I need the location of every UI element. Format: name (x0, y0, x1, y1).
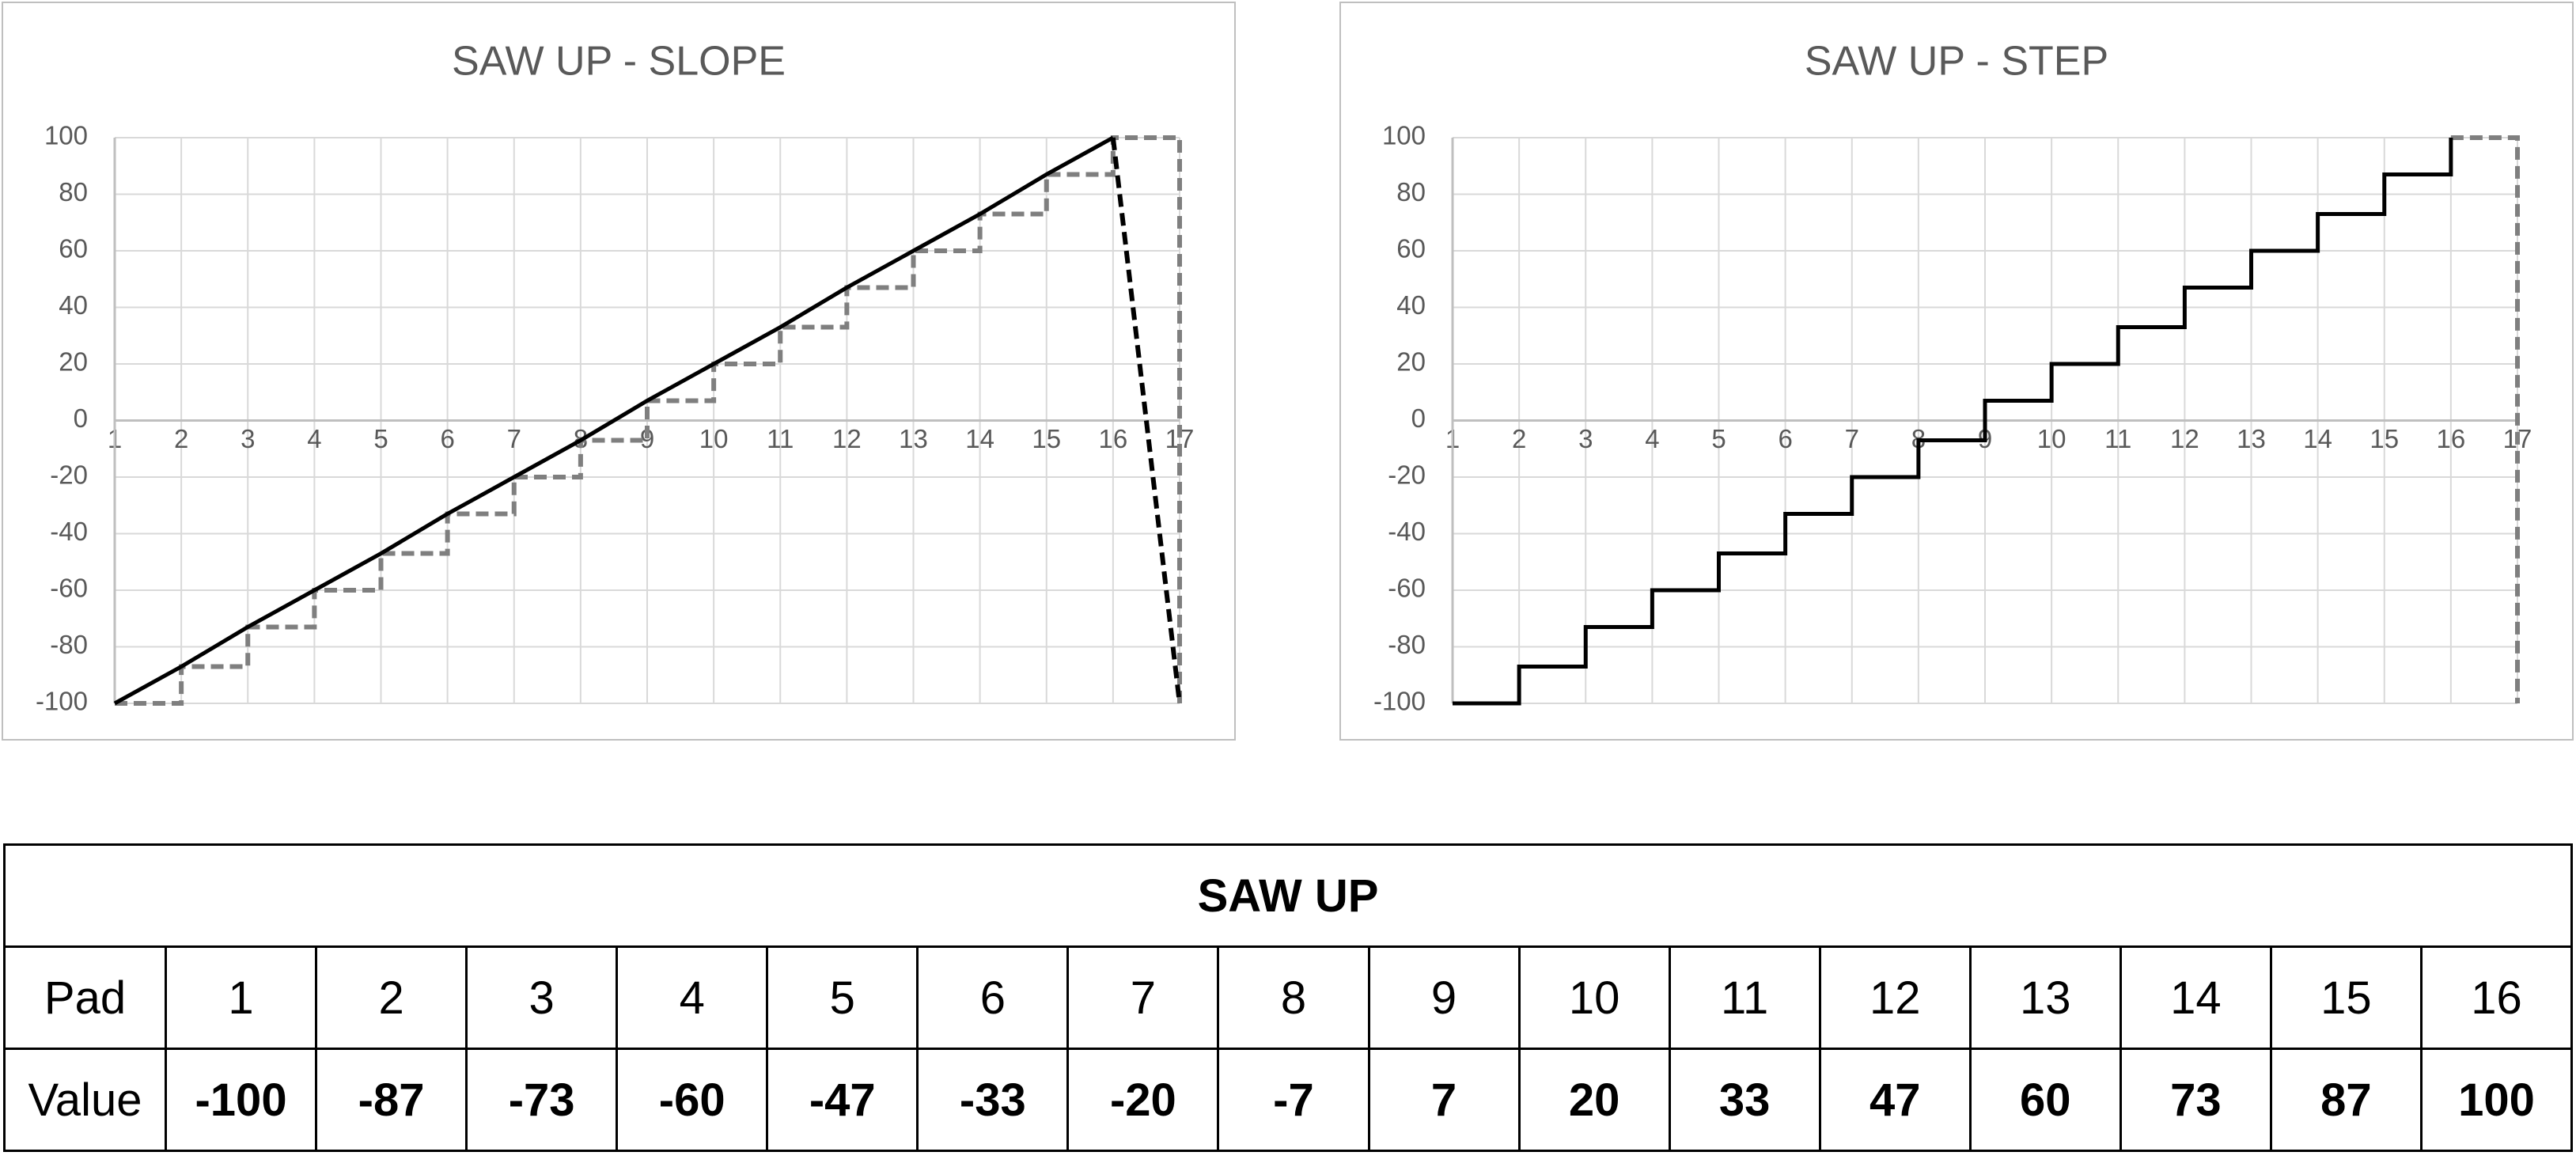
y-tick-label: -20 (50, 460, 88, 490)
y-tick-label: -80 (1388, 630, 1426, 659)
x-tick-label: 13 (899, 424, 928, 453)
x-tick-label: 3 (241, 424, 255, 453)
cell: 15 (2269, 945, 2423, 1050)
y-tick-label: 40 (59, 290, 88, 320)
cell: 16 (2419, 945, 2574, 1050)
cell: -33 (916, 1048, 1070, 1152)
x-tick-label: 10 (2037, 424, 2066, 453)
x-tick-label: 14 (2303, 424, 2332, 453)
x-tick-label: 15 (2370, 424, 2399, 453)
cell: 20 (1517, 1048, 1671, 1152)
y-tick-label: -100 (1373, 687, 1426, 716)
y-tick-label: 100 (44, 121, 88, 150)
x-tick-label: 2 (1512, 424, 1526, 453)
x-tick-label: 14 (965, 424, 994, 453)
table-row: Value -100 -87 -73 -60 -47 -33 -20 -7 7 20 33 47 60 73… (3, 1048, 2574, 1152)
cell: 47 (1818, 1048, 1972, 1152)
cell: 4 (616, 945, 769, 1050)
x-tick-label: 12 (2170, 424, 2199, 453)
y-tick-label: 0 (74, 404, 88, 433)
x-tick-label: 3 (1578, 424, 1593, 453)
cell: -87 (315, 1048, 468, 1152)
cell: -20 (1066, 1048, 1220, 1152)
cell: 5 (766, 945, 919, 1050)
y-tick-label: 80 (1396, 177, 1426, 206)
y-tick-label: -60 (50, 574, 88, 603)
x-tick-label: 10 (699, 424, 729, 453)
cell: 7 (1367, 1048, 1521, 1152)
cell: 33 (1668, 1048, 1821, 1152)
data-table: SAW UP Pad 1 2 3 4 5 6 7 8 9 10 11 12 13 14 15 16 Value -1… (3, 843, 2574, 1152)
cell: 73 (2119, 1048, 2272, 1152)
cell: -60 (616, 1048, 769, 1152)
x-tick-label: 15 (1032, 424, 1061, 453)
x-tick-label: 2 (174, 424, 188, 453)
row-header: Value (3, 1048, 167, 1152)
x-tick-label: 16 (1099, 424, 1128, 453)
cell: 13 (1968, 945, 2122, 1050)
x-tick-label: 13 (2237, 424, 2266, 453)
table-title: SAW UP (3, 843, 2573, 948)
cell: 12 (1818, 945, 1972, 1050)
chart: SAW UP - SLOPE -100 -80 -60 -40 -20 0 20 40 60 80 1… (2, 2, 1236, 741)
cell: 11 (1668, 945, 1821, 1050)
y-tick-label: 100 (1382, 121, 1426, 150)
y-tick-label: -80 (50, 630, 88, 659)
y-tick-label: -40 (50, 517, 88, 546)
cell: -47 (766, 1048, 919, 1152)
y-tick-label: 40 (1396, 290, 1426, 320)
cell: 6 (916, 945, 1070, 1050)
x-tick-label: 6 (440, 424, 454, 453)
table-row: Pad 1 2 3 4 5 6 7 8 9 10 11 12 13 14 15 16 (3, 945, 2574, 1050)
x-tick-label: 11 (2104, 424, 2131, 453)
series-line (115, 135, 1182, 706)
x-tick-label: 12 (832, 424, 862, 453)
y-tick-label: 60 (1396, 234, 1426, 263)
cell: 3 (465, 945, 619, 1050)
cell: 87 (2269, 1048, 2423, 1152)
cell: 8 (1217, 945, 1370, 1050)
x-tick-label: 6 (1778, 424, 1792, 453)
y-tick-label: 20 (1396, 347, 1426, 377)
series-line (1453, 138, 2453, 706)
x-tick-label: 5 (1711, 424, 1726, 453)
cell: 1 (164, 945, 318, 1050)
x-tick-label: 7 (507, 424, 521, 453)
cell: 10 (1517, 945, 1671, 1050)
cell: 100 (2419, 1048, 2574, 1152)
x-tick-label: 9 (640, 424, 654, 453)
y-tick-label: -100 (36, 687, 88, 716)
chart-title: SAW UP - SLOPE (452, 39, 786, 85)
cell: 9 (1367, 945, 1521, 1050)
cell: -73 (465, 1048, 619, 1152)
y-tick-label: -60 (1388, 574, 1426, 603)
y-tick-label: 0 (1411, 404, 1426, 433)
x-tick-label: 4 (1645, 424, 1659, 453)
row-header: Pad (3, 945, 167, 1050)
x-tick-label: 7 (1845, 424, 1859, 453)
cell: -100 (164, 1048, 318, 1152)
chart-title: SAW UP - STEP (1805, 39, 2108, 85)
cell: 14 (2119, 945, 2272, 1050)
cell: 7 (1066, 945, 1220, 1050)
cell: 2 (315, 945, 468, 1050)
y-tick-label: -20 (1388, 460, 1426, 490)
x-tick-label: 5 (373, 424, 388, 453)
x-tick-label: 11 (767, 424, 794, 453)
y-tick-label: 60 (59, 234, 88, 263)
series-line (113, 135, 1115, 706)
x-tick-label: 4 (307, 424, 321, 453)
y-tick-label: 20 (59, 347, 88, 377)
x-tick-label: 16 (2437, 424, 2466, 453)
cell: -7 (1217, 1048, 1370, 1152)
cell: 60 (1968, 1048, 2122, 1152)
chart: SAW UP - STEP -100 -80 -60 -40 -20 0 20 40 60 80 10… (1339, 2, 2574, 741)
series-line (2450, 135, 2520, 703)
y-tick-label: 80 (59, 177, 88, 206)
y-tick-label: -40 (1388, 517, 1426, 546)
